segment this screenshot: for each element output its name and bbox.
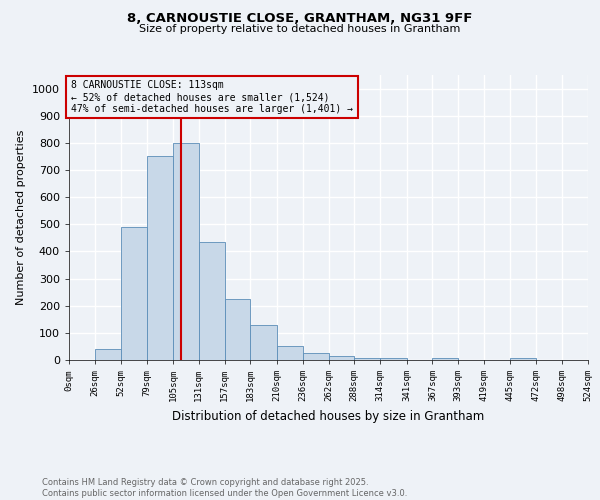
Bar xyxy=(147,156,173,360)
Text: 8 CARNOUSTIE CLOSE: 113sqm
← 52% of detached houses are smaller (1,524)
47% of s: 8 CARNOUSTIE CLOSE: 113sqm ← 52% of deta… xyxy=(71,80,353,114)
Bar xyxy=(303,352,329,360)
Bar xyxy=(199,242,224,360)
Bar xyxy=(354,358,380,360)
Y-axis label: Number of detached properties: Number of detached properties xyxy=(16,130,26,305)
Bar xyxy=(121,227,147,360)
Bar xyxy=(224,299,250,360)
Text: 8, CARNOUSTIE CLOSE, GRANTHAM, NG31 9FF: 8, CARNOUSTIE CLOSE, GRANTHAM, NG31 9FF xyxy=(127,12,473,26)
Bar xyxy=(95,349,121,360)
Bar xyxy=(173,143,199,360)
Bar xyxy=(329,356,354,360)
X-axis label: Distribution of detached houses by size in Grantham: Distribution of detached houses by size … xyxy=(172,410,485,422)
Bar xyxy=(380,358,407,360)
Bar xyxy=(277,346,303,360)
Bar xyxy=(433,358,458,360)
Bar xyxy=(250,326,277,360)
Text: Size of property relative to detached houses in Grantham: Size of property relative to detached ho… xyxy=(139,24,461,34)
Text: Contains HM Land Registry data © Crown copyright and database right 2025.
Contai: Contains HM Land Registry data © Crown c… xyxy=(42,478,407,498)
Bar xyxy=(510,358,536,360)
